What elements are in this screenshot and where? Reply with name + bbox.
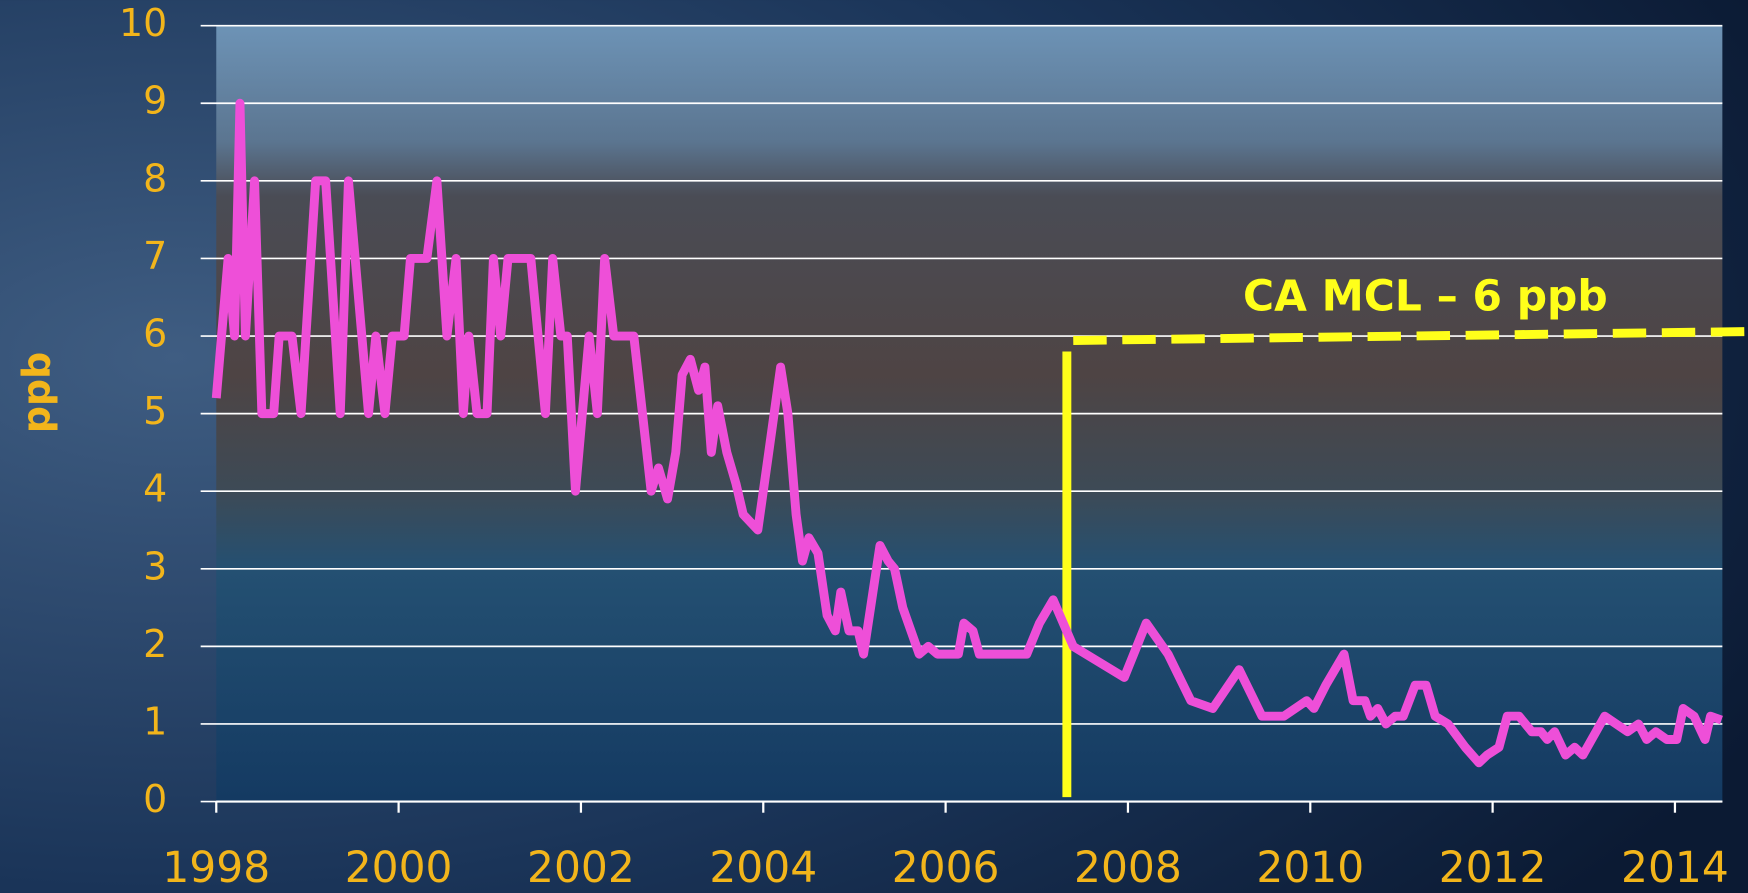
x-tick-label: 2012 xyxy=(1439,843,1547,892)
threshold-line xyxy=(1073,327,1748,345)
x-tick-label: 2000 xyxy=(345,843,453,892)
x-tick-label: 2004 xyxy=(709,843,817,892)
y-tick-label: 3 xyxy=(143,544,167,588)
x-tick-label: 2002 xyxy=(527,843,635,892)
y-axis-label: ppb xyxy=(15,352,59,433)
y-tick-label: 9 xyxy=(143,79,167,123)
y-tick-label: 4 xyxy=(143,467,167,511)
x-tick-label: 2010 xyxy=(1256,843,1364,892)
data-line xyxy=(211,98,1723,768)
x-tick-label: 1998 xyxy=(162,843,270,892)
x-tick-label: 2014 xyxy=(1621,843,1729,892)
y-tick-label: 6 xyxy=(143,312,167,356)
y-tick-label: 5 xyxy=(143,389,167,433)
y-tick-label: 7 xyxy=(143,234,167,278)
x-tick-label: 2008 xyxy=(1074,843,1182,892)
y-tick-label: 1 xyxy=(143,699,167,743)
y-tick-label: 8 xyxy=(143,156,167,200)
threshold-label: CA MCL – 6 ppb xyxy=(1243,271,1608,320)
y-tick-label: 0 xyxy=(143,777,167,821)
y-tick-label: 2 xyxy=(143,622,167,666)
y-tick-label: 10 xyxy=(119,1,167,45)
x-tick-label: 2006 xyxy=(892,843,1000,892)
